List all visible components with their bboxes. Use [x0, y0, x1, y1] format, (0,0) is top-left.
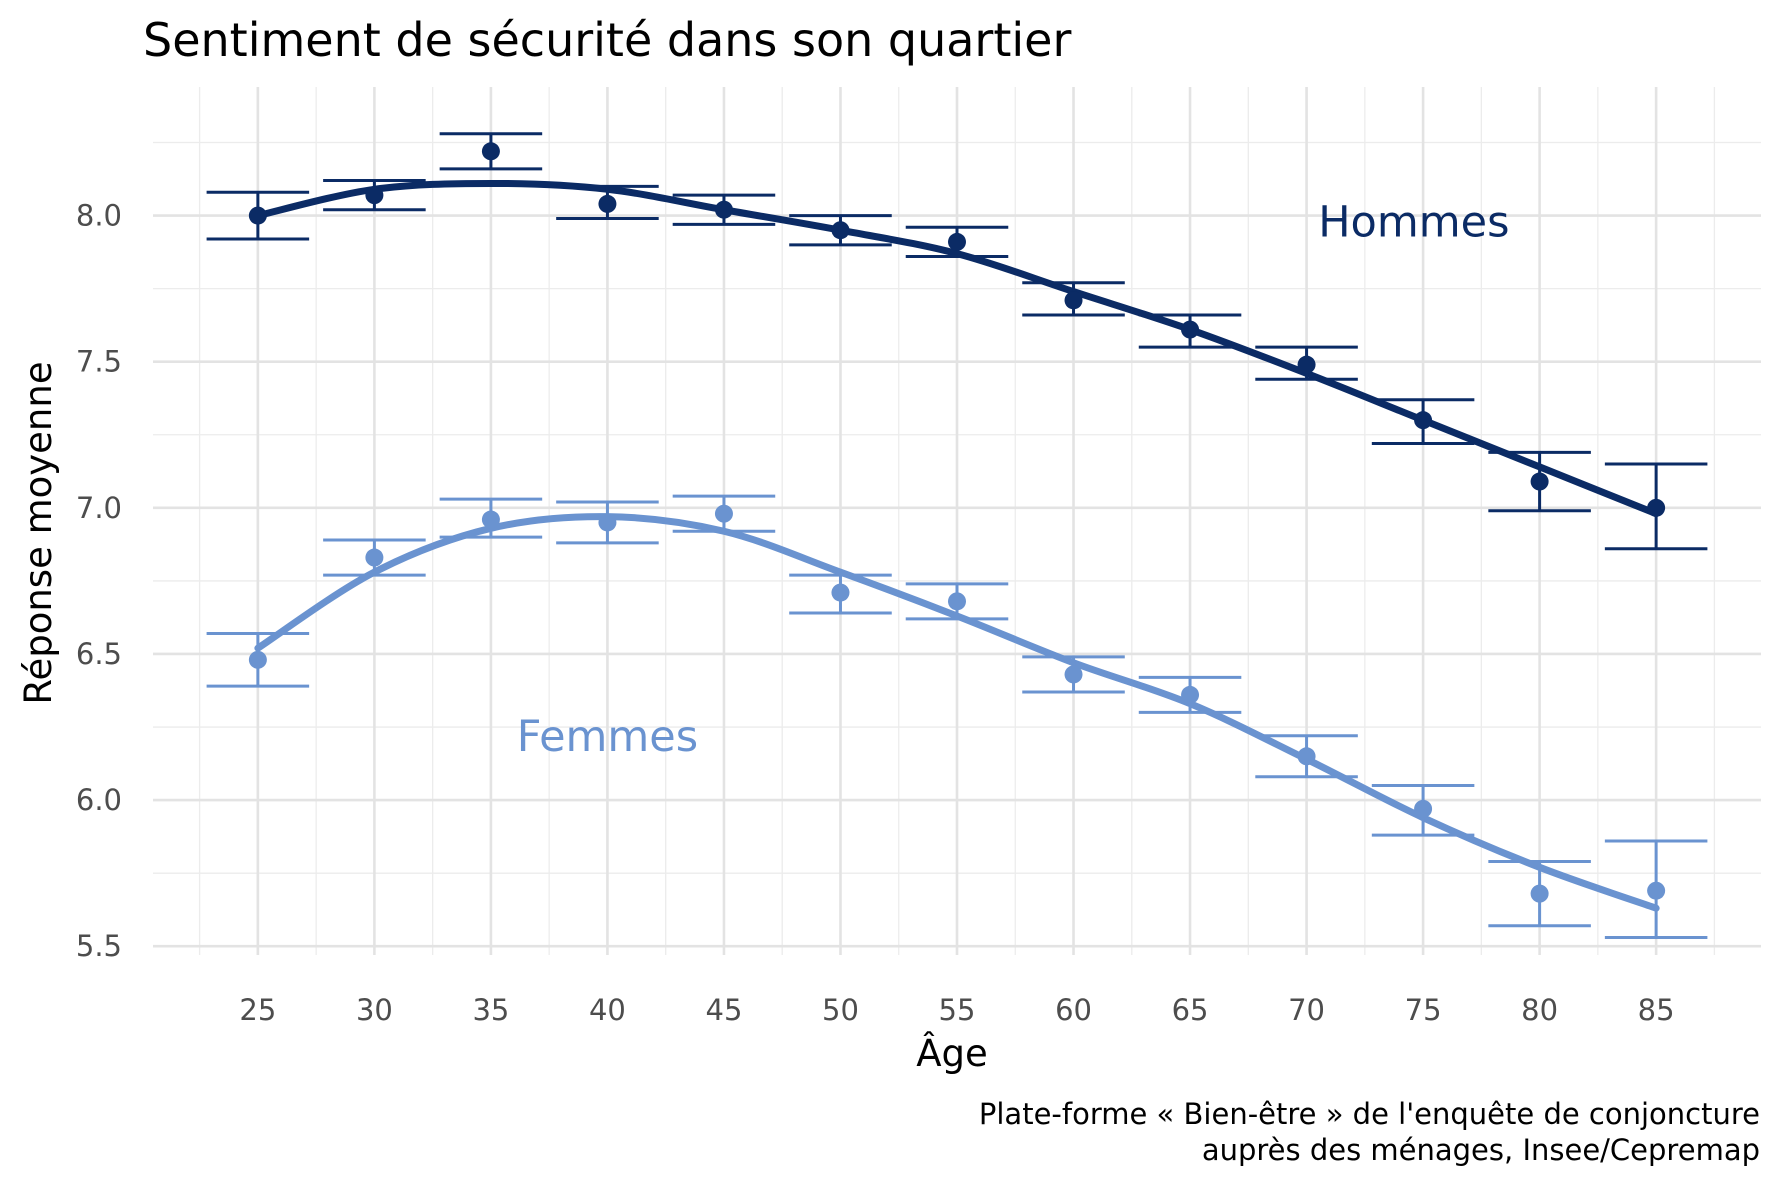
data-point	[1530, 884, 1549, 903]
y-tick-label: 5.5	[76, 929, 122, 963]
data-point	[948, 232, 966, 251]
data-point	[1414, 411, 1433, 430]
x-tick-label: 50	[822, 993, 859, 1027]
data-point	[1647, 498, 1666, 517]
data-point	[481, 510, 500, 529]
data-point	[365, 186, 384, 205]
y-tick-label: 8.0	[76, 199, 122, 233]
data-point	[1297, 747, 1316, 766]
data-point	[248, 206, 267, 225]
y-tick-label: 6.5	[76, 637, 122, 671]
x-tick-label: 30	[356, 993, 393, 1027]
x-tick-label: 70	[1288, 993, 1325, 1027]
data-point	[598, 194, 617, 213]
data-point	[1297, 355, 1316, 374]
series-layer: Hommes Femmes	[206, 132, 1708, 939]
series-label-hommes: Hommes	[1318, 197, 1509, 247]
data-point	[948, 592, 966, 611]
x-tick-label: 35	[472, 993, 509, 1027]
caption-line-1: Plate-forme « Bien-être » de l'enquête d…	[979, 1097, 1760, 1131]
y-tick-label: 7.0	[76, 491, 122, 525]
data-point	[1064, 291, 1083, 310]
x-axis-title: Âge	[916, 1031, 988, 1075]
x-tick-label: 85	[1638, 993, 1675, 1027]
caption-line-2: auprès des ménages, Insee/Cepremap	[1202, 1133, 1760, 1167]
data-point	[481, 142, 500, 161]
data-point	[714, 200, 733, 219]
y-tick-label: 6.0	[76, 783, 122, 817]
x-tick-label: 80	[1521, 993, 1558, 1027]
x-tick-label: 45	[706, 993, 743, 1027]
data-point	[714, 504, 733, 523]
x-tick-label: 55	[939, 993, 976, 1027]
axis-tick-labels: 25 30 35 40 45 50 55 60 65 70 75 80 85 5.5 6.0 6.5 7.0 7.…	[76, 199, 1675, 1027]
data-point	[1414, 799, 1433, 818]
x-tick-label: 25	[239, 993, 276, 1027]
data-point	[1647, 881, 1666, 900]
data-point	[1530, 472, 1549, 491]
x-tick-label: 65	[1172, 993, 1209, 1027]
data-point	[1181, 320, 1200, 339]
data-point	[598, 513, 617, 532]
chart-title: Sentiment de sécurité dans son quartier	[143, 13, 1071, 67]
series-hommes: Hommes	[206, 132, 1708, 551]
data-point	[365, 548, 384, 567]
data-point	[1181, 685, 1200, 704]
series-femmes: Femmes	[206, 494, 1708, 939]
data-point	[831, 583, 850, 602]
data-point	[831, 221, 850, 240]
x-tick-label: 60	[1055, 993, 1092, 1027]
grid-lines	[153, 87, 1761, 955]
y-axis-title: Réponse moyenne	[17, 361, 60, 704]
x-tick-label: 75	[1405, 993, 1442, 1027]
x-tick-label: 40	[589, 993, 626, 1027]
data-point	[1064, 665, 1083, 684]
data-point	[248, 650, 267, 669]
series-label-femmes: Femmes	[517, 712, 698, 762]
y-tick-label: 7.5	[76, 345, 122, 379]
